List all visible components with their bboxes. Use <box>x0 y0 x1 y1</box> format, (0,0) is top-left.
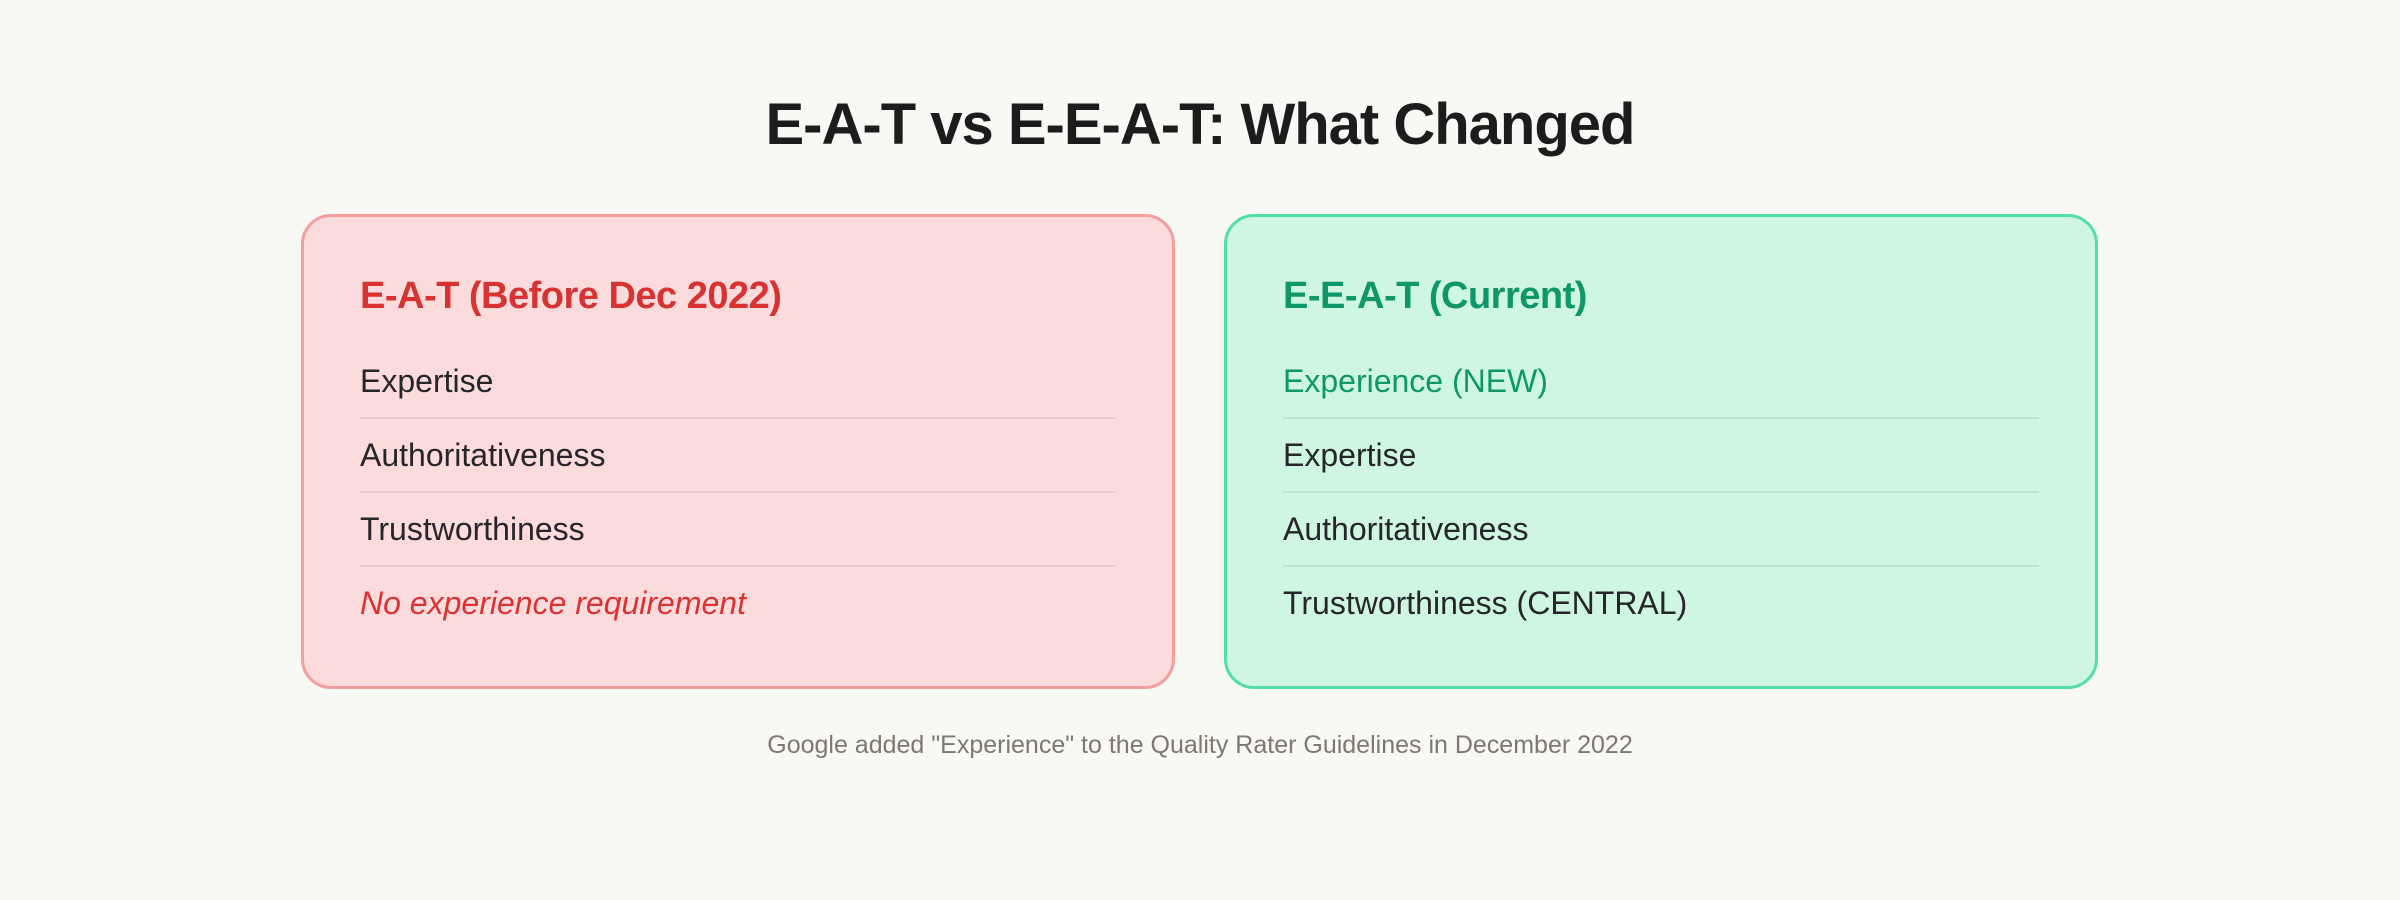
card-eeat-current: E-E-A-T (Current) Experience (NEW) Exper… <box>1224 214 2098 689</box>
list-item-authoritativeness: Authoritativeness <box>360 417 1116 491</box>
card-eeat-current-header: E-E-A-T (Current) <box>1283 275 1587 317</box>
card-eat-before: E-A-T (Before Dec 2022) Expertise Author… <box>301 214 1175 689</box>
list-item-no-experience-requirement: No experience requirement <box>360 565 1116 639</box>
card-eat-before-header: E-A-T (Before Dec 2022) <box>360 275 782 317</box>
list-item-authoritativeness: Authoritativeness <box>1283 491 2039 565</box>
page-title: E-A-T vs E-E-A-T: What Changed <box>765 92 1636 157</box>
card-eat-before-list: Expertise Authoritativeness Trustworthin… <box>360 345 1116 639</box>
card-eeat-current-list: Experience (NEW) Expertise Authoritative… <box>1283 345 2039 639</box>
list-item-trustworthiness: Trustworthiness <box>360 491 1116 565</box>
list-item-expertise: Expertise <box>1283 417 2039 491</box>
list-item-expertise: Expertise <box>360 363 494 399</box>
list-item-trustworthiness-central: Trustworthiness (CENTRAL) <box>1283 565 2039 639</box>
footer-caption: Google added "Experience" to the Quality… <box>767 731 1633 759</box>
list-item-experience-new: Experience (NEW) <box>1283 363 1548 399</box>
comparison-cards: E-A-T (Before Dec 2022) Expertise Author… <box>301 214 2098 689</box>
